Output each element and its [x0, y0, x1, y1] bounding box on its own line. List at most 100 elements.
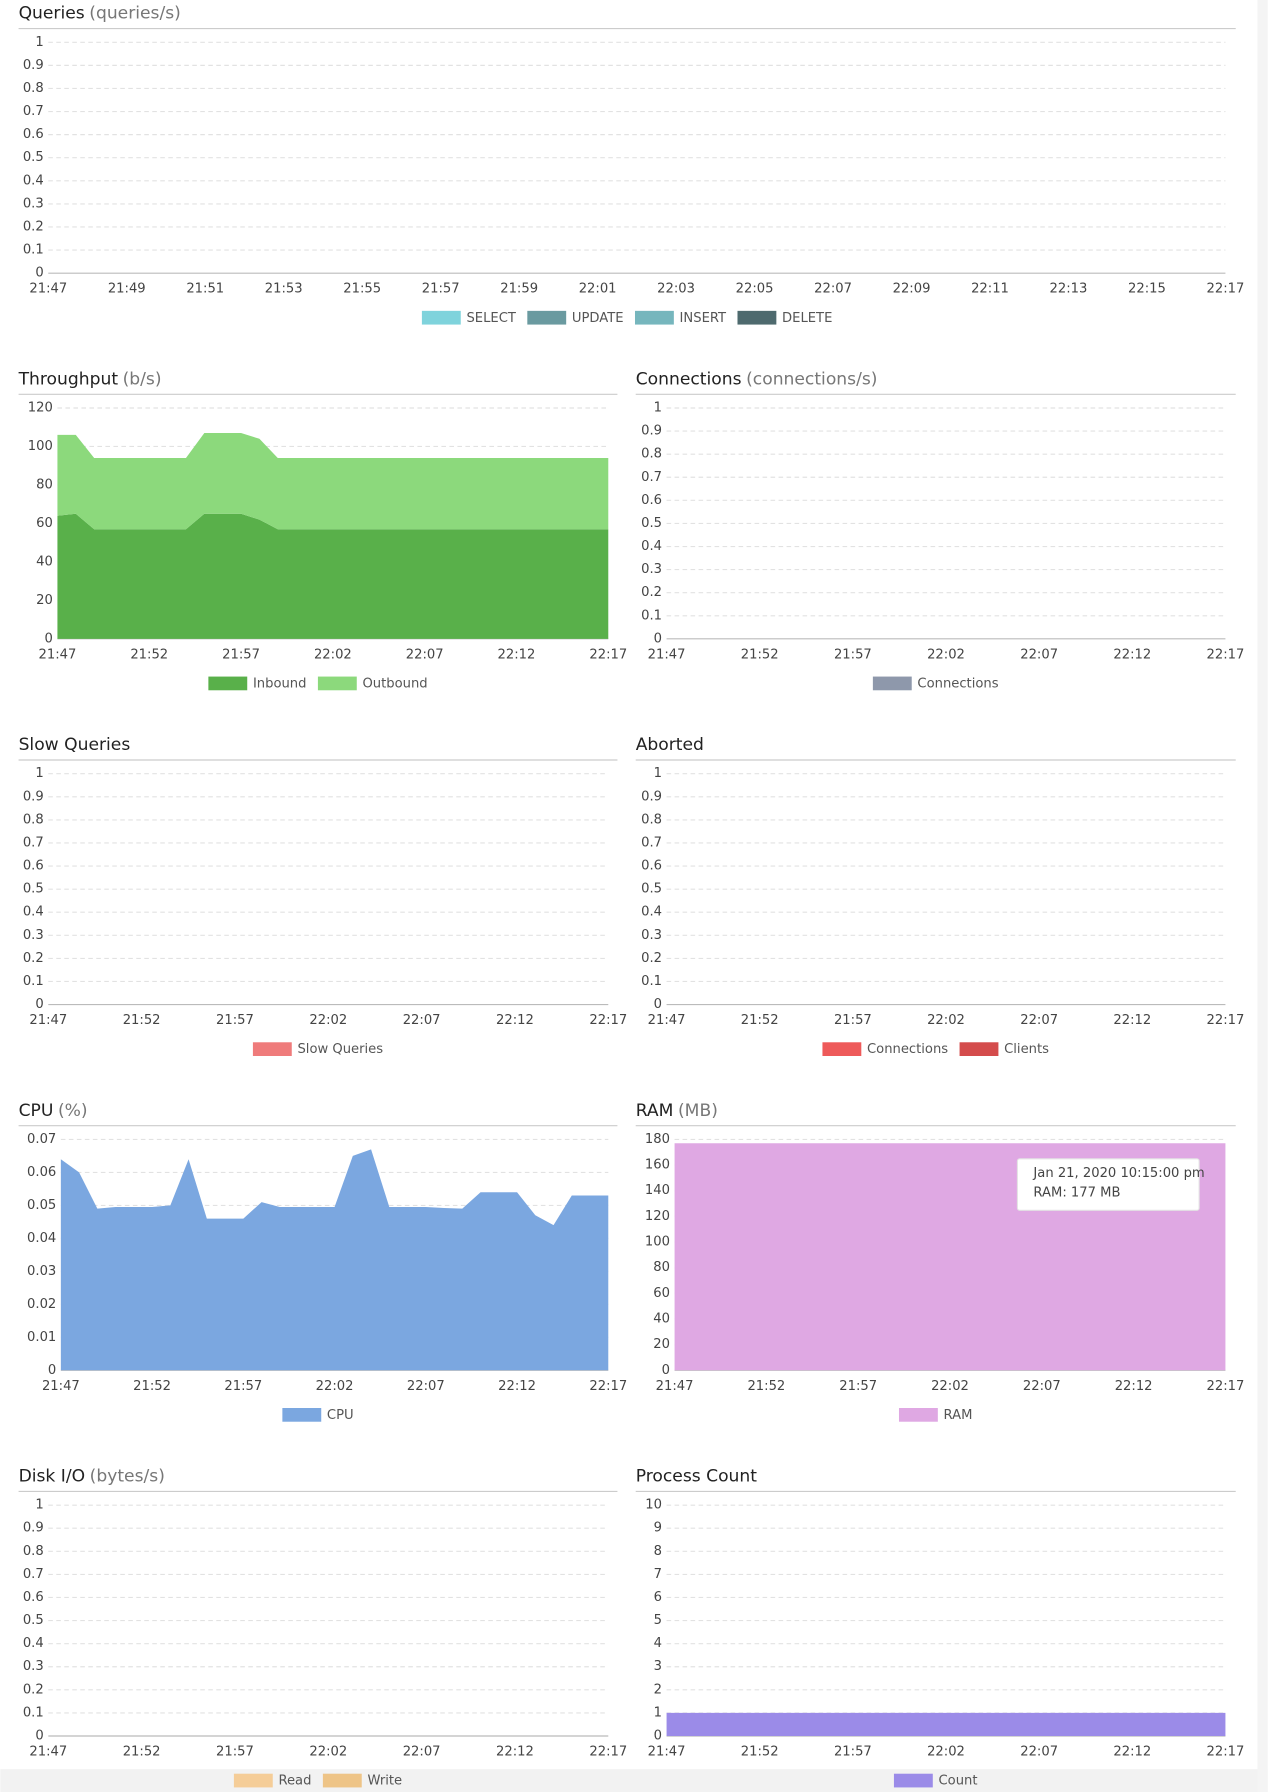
chart-title: Aborted: [636, 735, 704, 755]
y-tick-label: 60: [653, 1286, 670, 1301]
x-tick-label: 22:15: [1128, 282, 1166, 297]
x-tick-label: 22:12: [1113, 1013, 1151, 1028]
legend: CPU: [282, 1408, 354, 1423]
y-tick-label: 0.4: [23, 173, 44, 188]
legend-swatch: [893, 1773, 933, 1788]
x-tick-label: 21:57: [834, 1013, 872, 1028]
x-tick-label: 22:02: [309, 1013, 347, 1028]
x-tick-label: 22:17: [589, 1745, 627, 1760]
y-tick-label: 0.3: [641, 562, 662, 577]
area: [60, 1149, 609, 1371]
chart-title: CPU (%): [19, 1101, 88, 1121]
legend-label: Connections: [917, 677, 998, 692]
y-tick-label: 4: [654, 1636, 662, 1651]
legend-label: Inbound: [253, 677, 307, 692]
legend-swatch: [737, 310, 777, 325]
y-tick-label: 0: [35, 997, 43, 1012]
legend-swatch: [421, 310, 461, 325]
x-tick-label: 21:52: [123, 1745, 161, 1760]
y-tick-label: 0.6: [23, 127, 44, 142]
y-tick-label: 0: [654, 631, 662, 646]
y-tick-label: 0.2: [23, 951, 44, 966]
legend: Inbound Outbound: [208, 676, 428, 692]
x-tick-label: 21:57: [216, 1745, 254, 1760]
x-tick-label: 21:47: [29, 1013, 67, 1028]
x-tick-label: 21:52: [130, 647, 168, 662]
x-tick-label: 21:47: [39, 647, 77, 662]
chart-title: RAM (MB): [636, 1101, 718, 1121]
title-unit: (connections/s): [746, 369, 877, 389]
x-tick-label: 22:02: [309, 1745, 347, 1760]
y-tick-label: 60: [36, 516, 53, 531]
y-tick-label: 120: [645, 1209, 670, 1224]
legend-label: Write: [367, 1774, 402, 1789]
x-tick-label: 21:52: [133, 1379, 171, 1394]
y-tick-label: 9: [654, 1521, 662, 1536]
page-footer-bg: [0, 1769, 1268, 1792]
legend-swatch: [634, 310, 674, 325]
legend-swatch: [527, 310, 567, 325]
y-tick-label: 5: [654, 1613, 662, 1628]
y-tick-label: 0.4: [23, 1636, 44, 1651]
x-tick-label: 21:57: [834, 647, 872, 662]
legend-label: INSERT: [680, 311, 727, 326]
y-tick-label: 0.1: [23, 243, 44, 258]
title-text: Queries: [19, 4, 85, 24]
x-tick-label: 22:12: [1113, 1745, 1151, 1760]
x-tick-label: 22:07: [406, 647, 444, 662]
y-tick-label: 0.7: [23, 104, 44, 119]
title-unit: (b/s): [123, 369, 162, 389]
x-tick-label: 22:09: [893, 282, 931, 297]
tooltip-title: Jan 21, 2020 10:15:00 pm: [1032, 1166, 1204, 1181]
y-tick-label: 0.06: [27, 1165, 56, 1180]
legend: Read Write: [233, 1774, 402, 1789]
x-tick-label: 22:12: [1113, 647, 1151, 662]
x-tick-label: 21:53: [265, 282, 303, 297]
y-tick-label: 0.2: [23, 219, 44, 234]
y-tick-label: 20: [653, 1337, 670, 1352]
x-tick-label: 22:02: [927, 1745, 965, 1760]
y-tick-label: 0.8: [23, 81, 44, 96]
y-tick-label: 0.6: [23, 1590, 44, 1605]
y-tick-label: 160: [645, 1158, 670, 1173]
y-tick-label: 80: [36, 477, 53, 492]
x-tick-label: 22:07: [1020, 1013, 1058, 1028]
y-tick-label: 180: [645, 1132, 670, 1147]
y-tick-label: 0.6: [641, 493, 662, 508]
x-tick-label: 21:55: [343, 282, 381, 297]
title-unit: (MB): [678, 1101, 718, 1121]
y-tick-label: 40: [36, 554, 53, 569]
legend-label: RAM: [944, 1408, 973, 1423]
tooltip-text: RAM: 177 MB: [1033, 1186, 1120, 1201]
x-tick-label: 22:07: [407, 1379, 445, 1394]
legend-label: Count: [939, 1774, 978, 1789]
legend-label: CPU: [327, 1408, 354, 1423]
y-tick-label: 1: [654, 1705, 662, 1720]
y-tick-label: 6: [654, 1590, 662, 1605]
y-tick-label: 1: [35, 1498, 43, 1513]
y-tick-label: 0.7: [23, 1567, 44, 1582]
x-tick-label: 22:12: [498, 1379, 536, 1394]
y-tick-label: 0.9: [23, 789, 44, 804]
y-tick-label: 1: [35, 766, 43, 781]
x-tick-label: 22:17: [1207, 1013, 1245, 1028]
y-tick-label: 0.2: [23, 1682, 44, 1697]
legend: RAM: [898, 1408, 973, 1423]
title-text: Aborted: [636, 735, 704, 755]
legend-swatch: [898, 1408, 938, 1422]
x-tick-label: 22:17: [589, 647, 627, 662]
title-unit: (%): [58, 1101, 88, 1121]
legend: SELECT UPDATE INSERT DELETE: [421, 310, 832, 326]
x-tick-label: 22:13: [1050, 282, 1088, 297]
legend-label: Outbound: [362, 677, 427, 692]
title-text: Throughput: [18, 369, 119, 389]
y-tick-label: 0.5: [23, 150, 44, 165]
y-tick-label: 0.6: [23, 859, 44, 874]
legend-swatch: [317, 676, 357, 691]
y-tick-label: 0.7: [641, 835, 662, 850]
title-text: CPU: [19, 1101, 54, 1121]
legend: Connections: [872, 677, 999, 692]
y-tick-label: 0.4: [641, 905, 662, 920]
x-tick-label: 21:47: [29, 282, 67, 297]
y-tick-label: 0.5: [23, 882, 44, 897]
